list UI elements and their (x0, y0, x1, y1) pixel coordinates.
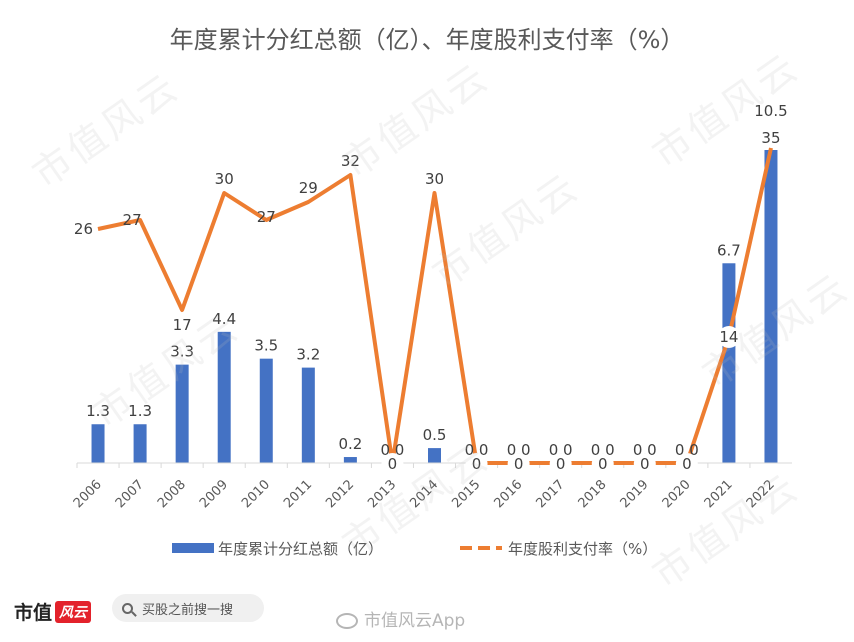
bar-2006 (91, 424, 105, 463)
x-tick-label: 2008 (155, 477, 189, 511)
x-tick-label: 2017 (533, 477, 567, 511)
line-value-label: 26 (74, 220, 93, 238)
legend-bar-swatch (172, 543, 214, 553)
x-tick-label: 2011 (281, 477, 315, 511)
x-tick-label: 2021 (702, 477, 736, 511)
line-value-label: 0 (640, 455, 650, 473)
bar-value-label: 3.2 (296, 346, 320, 364)
line-value-label: 29 (299, 179, 318, 197)
x-tick-label: 2020 (660, 477, 694, 511)
weibo-watermark: 市值风云App (336, 606, 465, 631)
brand-logo[interactable]: 市值 风云 (14, 598, 92, 625)
line-value-label: 0 (598, 455, 608, 473)
bar-value-label: 6.7 (717, 241, 741, 259)
line-value-label: 30 (215, 170, 234, 188)
legend-bar-label: 年度累计分红总额（亿） (218, 540, 383, 558)
x-tick-label: 2014 (407, 477, 441, 511)
label-halo (633, 453, 656, 475)
x-tick-label: 2012 (323, 477, 357, 511)
line-value-label: 27 (257, 208, 276, 226)
x-tick-label: 2016 (491, 477, 525, 511)
label-halo (549, 453, 572, 475)
bar-2022 (764, 150, 778, 463)
x-tick-label: 2009 (197, 477, 231, 511)
x-tick-label: 2010 (239, 477, 273, 511)
bar-value-label: 10.5 (754, 102, 787, 120)
bar-2011 (301, 367, 315, 463)
x-tick-label: 2006 (71, 477, 105, 511)
legend-line-label: 年度股利支付率（%） (508, 540, 657, 558)
x-tick-label: 2007 (113, 477, 147, 511)
line-value-label: 17 (173, 316, 192, 334)
chart: 年度累计分红总额（亿）、年度股利支付率（%） 2006 2007 2008 2009 2… (71, 26, 792, 558)
search-box[interactable]: 买股之前搜一搜 (112, 594, 264, 622)
x-tick-label: 2019 (618, 477, 652, 511)
line-value-label: 30 (425, 170, 444, 188)
bar-value-label: 0.0 (591, 441, 615, 459)
x-tick-label: 2018 (576, 477, 610, 511)
bar-value-label: 0.5 (423, 426, 447, 444)
line-value-label: 14 (719, 328, 738, 346)
search-placeholder: 买股之前搜一搜 (142, 602, 234, 618)
x-tick-label: 2022 (744, 477, 778, 511)
bar-2010 (259, 358, 273, 463)
line-value-label: 35 (761, 129, 780, 147)
bar-value-label: 0.0 (549, 441, 573, 459)
brand-logo-badge: 风云 (55, 601, 92, 623)
bar-value-label: 0.0 (633, 441, 657, 459)
line-value-label: 32 (341, 152, 360, 170)
label-halo (465, 453, 488, 475)
label-halo (675, 453, 698, 475)
label-halo (591, 453, 614, 475)
bar-value-label: 3.3 (170, 343, 194, 361)
bar-value-label: 4.4 (212, 310, 236, 328)
label-halo (507, 453, 530, 475)
line-value-label: 0 (514, 455, 524, 473)
search-icon (122, 602, 133, 614)
weibo-icon (336, 613, 358, 629)
bar-2008 (175, 364, 189, 463)
bar-value-label: 1.3 (86, 402, 110, 420)
line-value-label: 0 (472, 455, 482, 473)
bar-value-label: 0.2 (338, 435, 362, 453)
bar-2007 (133, 424, 147, 463)
chart-title: 年度累计分红总额（亿）、年度股利支付率（%） (170, 26, 685, 54)
bar-value-label: 1.3 (128, 402, 152, 420)
rate-line (97, 147, 773, 465)
bar-value-label: 0.0 (465, 441, 489, 459)
bar-value-label: 0.0 (675, 441, 699, 459)
label-halo (381, 453, 404, 475)
line-value-label: 0 (682, 455, 692, 473)
bar-value-label: 3.5 (254, 337, 278, 355)
bar-2021 (722, 263, 736, 463)
line-value-label: 0 (388, 455, 398, 473)
bar-2014 (428, 448, 441, 463)
bar-2009 (217, 331, 231, 463)
footer: 市值 风云 买股之前搜一搜 市值风云App (0, 590, 854, 642)
bar-2012 (343, 457, 357, 463)
label-halo (717, 326, 740, 348)
x-tick-label: 2013 (365, 477, 399, 511)
line-value-label: 0 (556, 455, 566, 473)
line-value-label: 27 (123, 211, 142, 229)
bar-value-label: 0.0 (507, 441, 531, 459)
bar-value-label: 0.0 (381, 441, 405, 459)
x-tick-label: 2015 (449, 477, 483, 511)
